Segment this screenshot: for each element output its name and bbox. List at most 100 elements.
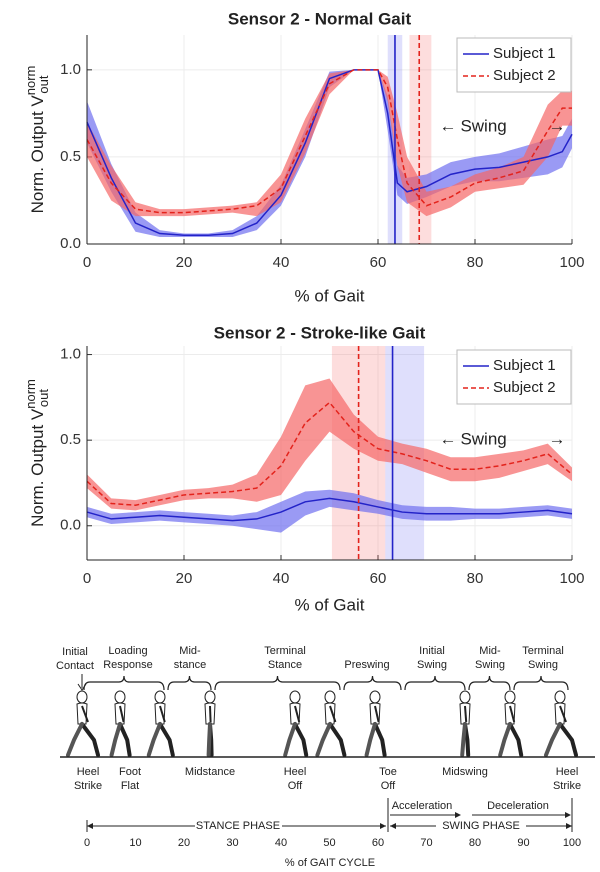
y-tick-label: 0.0 <box>60 235 81 252</box>
figure-head <box>504 690 516 704</box>
phase-label: Response <box>103 659 153 671</box>
y-tick-label: 1.0 <box>60 346 81 363</box>
y-axis-label-sub: out <box>36 75 51 93</box>
cycle-tick-label: 30 <box>226 837 238 849</box>
figure-arm <box>159 705 166 723</box>
legend-box <box>456 349 572 405</box>
figure-head <box>459 690 471 704</box>
x-axis-label: % of Gait <box>295 286 365 305</box>
phase-label: Terminal <box>264 645 306 657</box>
phase-label: Preswing <box>344 659 389 671</box>
annotation-arrow-right: → <box>548 429 565 448</box>
figure-body <box>76 702 88 725</box>
phase-label: Swing <box>417 659 447 671</box>
figure-leg <box>283 722 297 757</box>
phase-label: Swing <box>475 659 505 671</box>
y-tick-label: 0.5 <box>60 148 81 165</box>
chart-title: Sensor 2 - Normal Gait <box>228 9 412 28</box>
x-axis-label: % of Gait <box>295 595 365 614</box>
figure-arm <box>119 705 125 723</box>
event-label: Heel <box>556 766 579 778</box>
brace <box>214 675 341 691</box>
y-axis-label-main: Norm. Output V <box>28 95 47 214</box>
chart-title: Sensor 2 - Stroke-like Gait <box>214 323 426 342</box>
stance-phase: STANCE PHASE <box>196 820 280 832</box>
band <box>87 378 572 511</box>
event-label: Foot <box>119 766 141 778</box>
arrowhead <box>380 823 386 829</box>
x-tick-label: 100 <box>559 254 584 271</box>
cycle-tick-label: 90 <box>517 837 529 849</box>
x-tick-label: 0 <box>83 254 91 271</box>
event-label: Strike <box>553 780 581 792</box>
figure-head <box>369 690 381 704</box>
cycle-tick-label: 40 <box>275 837 287 849</box>
event-label: Off <box>288 780 303 792</box>
y-axis-label: Norm. Output Vnormout <box>23 379 51 527</box>
arrowhead <box>87 823 93 829</box>
event-label: Flat <box>121 780 139 792</box>
event-label: Heel <box>77 766 100 778</box>
event-label: Heel <box>284 766 307 778</box>
figure-head <box>154 690 166 704</box>
legend-label: Subject 1 <box>493 357 556 374</box>
legend-label: Subject 2 <box>493 379 556 396</box>
x-tick-label: 80 <box>467 254 484 271</box>
figure-leg <box>66 722 84 757</box>
event-label: Off <box>381 780 396 792</box>
swing-phase: SWING PHASE <box>442 820 520 832</box>
figure-leg <box>146 722 162 757</box>
figure-arm <box>559 705 567 723</box>
deceleration: Deceleration <box>487 800 549 812</box>
arrowhead <box>455 812 461 818</box>
x-tick-label: 40 <box>273 254 290 271</box>
arrowhead <box>566 823 572 829</box>
figure-leg <box>508 722 524 757</box>
annotation: Swing <box>460 429 506 448</box>
annotation-arrow-right: → <box>548 116 565 135</box>
figure-head <box>554 690 566 704</box>
band <box>87 69 572 238</box>
y-tick-label: 0.0 <box>60 517 81 534</box>
figure-leg <box>373 722 387 757</box>
figure-leg <box>109 722 122 757</box>
y-axis-label-sup: norm <box>23 66 38 96</box>
event-label: Midstance <box>185 766 235 778</box>
acceleration: Acceleration <box>392 800 453 812</box>
figure-head <box>114 690 126 704</box>
figure-body <box>554 702 566 725</box>
figure-arm <box>509 705 516 723</box>
x-tick-label: 20 <box>176 570 193 587</box>
cycle-tick-label: 70 <box>420 837 432 849</box>
figure-arm <box>209 705 212 723</box>
event-label: Midswing <box>442 766 488 778</box>
brace <box>83 675 165 691</box>
cycle-tick-label: 100 <box>563 837 581 849</box>
phase-label: Initial <box>62 646 88 658</box>
series-line <box>86 69 572 214</box>
brace <box>343 675 402 691</box>
phase-label: Contact <box>56 660 94 672</box>
cycle-tick-label: 50 <box>323 837 335 849</box>
phase-label: Swing <box>528 659 558 671</box>
x-tick-label: 80 <box>467 570 484 587</box>
cycle-tick-label: 10 <box>129 837 141 849</box>
cycle-tick-label: 0 <box>84 837 90 849</box>
cycle-tick-label: 80 <box>469 837 481 849</box>
band <box>87 489 572 533</box>
y-tick-label: 1.0 <box>60 61 81 78</box>
event-label: Strike <box>74 780 102 792</box>
annotation-arrow-left: ← <box>439 116 456 135</box>
figure-head <box>324 690 336 704</box>
legend-label: Subject 2 <box>493 67 556 84</box>
phase-label: Mid- <box>479 645 501 657</box>
figure-arm <box>294 705 301 723</box>
brace <box>167 675 212 691</box>
phase-label: Loading <box>108 645 147 657</box>
x-tick-label: 60 <box>370 570 387 587</box>
figure-leg <box>498 722 512 757</box>
phase-label: Stance <box>268 659 302 671</box>
cycle-tick-label: 20 <box>178 837 190 849</box>
cycle-axis-label: % of GAIT CYCLE <box>285 857 375 869</box>
